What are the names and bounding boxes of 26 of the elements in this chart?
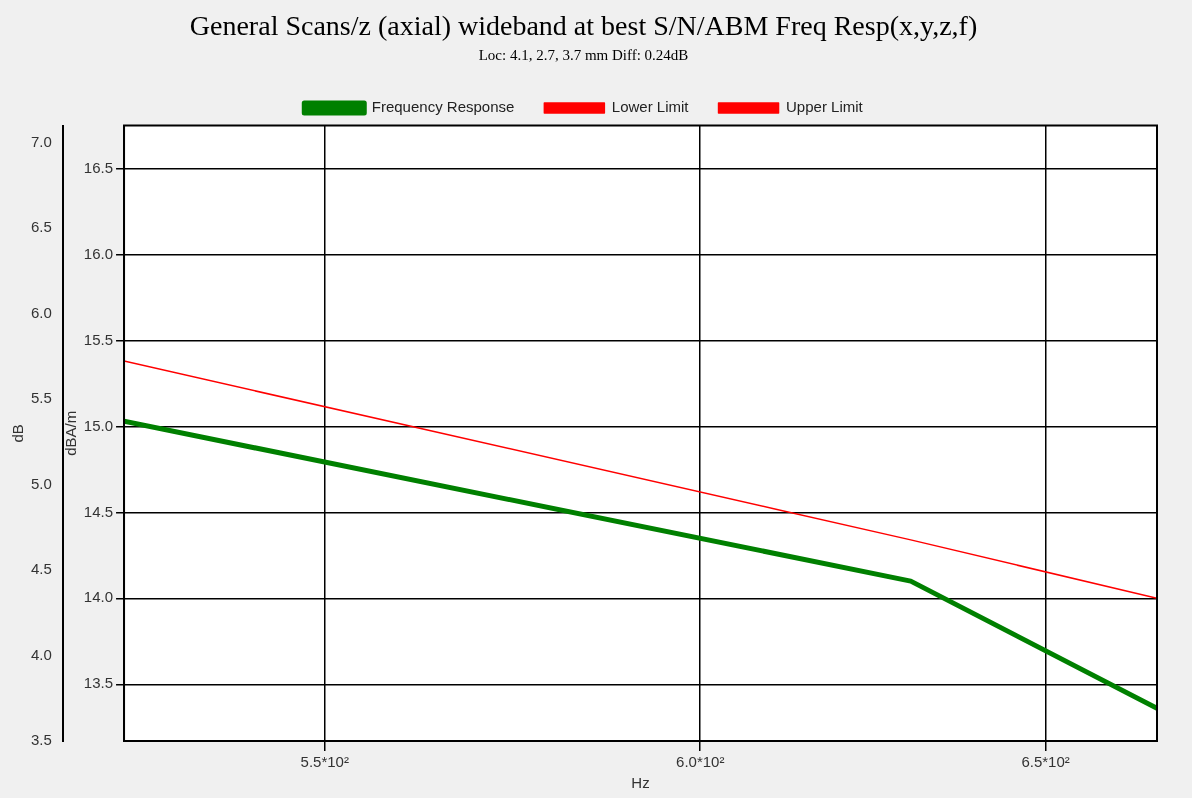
y-tick-label: 16.5 [83,158,114,176]
y2-tick-label: 5.5 [30,389,52,407]
y2-tick-label: 4.5 [30,560,52,578]
y2-tick-label: 4.0 [30,645,52,663]
legend-label: Lower Limit [611,98,690,116]
y-tick-label: 14.5 [83,502,114,520]
y2-axis-title: dB [9,424,27,443]
y-tick-label: 15.0 [83,416,114,434]
legend-label: Frequency Response [371,98,515,116]
y2-tick-label: 5.0 [30,474,52,492]
y-tick-label: 14.0 [83,588,114,606]
y2-tick-label: 6.0 [30,303,52,321]
y2-tick-label: 3.5 [30,731,52,749]
x-tick-label: 6.5*10² [1021,753,1070,771]
y-tick-label: 13.5 [83,674,114,692]
y-axis-title: dBA/m [61,410,79,456]
x-axis-title: Hz [631,774,650,792]
chart-subtitle: Loc: 4.1, 2.7, 3.7 mm Diff: 0.24dB [478,46,689,63]
y-tick-label: 15.5 [83,330,114,348]
x-tick-label: 5.5*10² [300,753,349,771]
y-tick-label: 16.0 [83,244,114,262]
chart-title: General Scans/z (axial) wideband at best S/N/ABM Freq Resp(x,y,z,f) [189,10,978,42]
y2-tick-label: 6.5 [30,218,52,236]
legend-label: Upper Limit [786,98,864,116]
x-tick-label: 6.0*10² [676,753,725,771]
y2-tick-label: 7.0 [30,132,52,150]
